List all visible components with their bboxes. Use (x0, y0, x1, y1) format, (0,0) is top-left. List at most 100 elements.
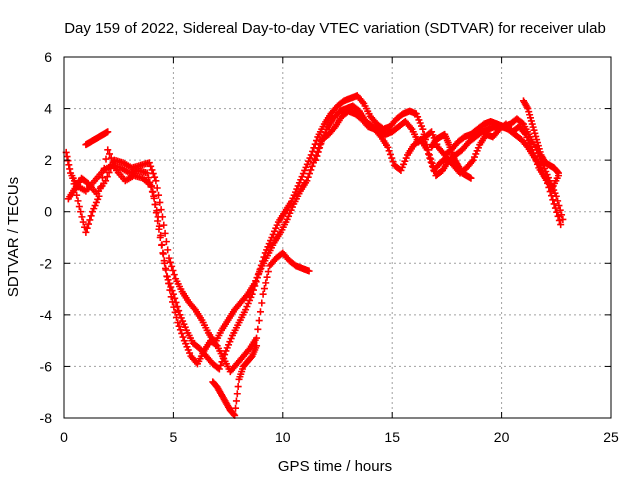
data-point (143, 169, 151, 177)
data-point (145, 159, 153, 167)
data-point (161, 229, 169, 237)
data-point (256, 308, 264, 316)
data-point (103, 173, 111, 181)
data-point (554, 168, 562, 176)
data-point (82, 228, 90, 236)
data-point (307, 166, 315, 174)
data-point (74, 197, 82, 205)
data-point (426, 154, 434, 162)
data-point (171, 308, 179, 316)
data-point (528, 146, 536, 154)
data-point (158, 241, 166, 249)
data-point (170, 303, 178, 311)
data-point (104, 128, 112, 136)
y-tick-label: -2 (40, 255, 53, 271)
data-point (151, 173, 159, 181)
data-point (156, 198, 164, 206)
data-point (175, 322, 183, 330)
data-point (109, 158, 117, 166)
data-point (148, 166, 156, 174)
data-point (107, 154, 115, 162)
data-point (107, 164, 115, 172)
data-point (87, 212, 95, 220)
data-point (304, 173, 312, 181)
data-point (230, 410, 238, 418)
data-point (212, 341, 220, 349)
data-point (149, 170, 157, 178)
data-point (312, 156, 320, 164)
data-point (253, 334, 261, 342)
data-point (70, 180, 78, 188)
data-point (559, 215, 567, 223)
data-point (105, 169, 113, 177)
x-tick-label: 5 (170, 429, 178, 445)
data-point (419, 125, 427, 133)
data-point (386, 150, 394, 158)
data-point (77, 208, 85, 216)
data-point (172, 313, 180, 321)
data-point (162, 238, 170, 246)
data-point (169, 267, 177, 275)
data-point (99, 174, 107, 182)
data-point (160, 221, 168, 229)
data-point (176, 326, 184, 334)
x-tick-label: 25 (603, 429, 619, 445)
data-point (95, 192, 103, 200)
data-point (162, 266, 170, 274)
x-tick-label: 20 (494, 429, 510, 445)
data-point (314, 148, 322, 156)
data-point (253, 342, 261, 350)
data-point (551, 204, 559, 212)
data-point (71, 186, 79, 194)
data-point (234, 383, 242, 391)
data-point (83, 224, 91, 232)
data-point (100, 164, 108, 172)
data-point (111, 162, 119, 170)
data-point (259, 290, 267, 298)
tick-layer: 0 5 10 15 20 25 -8 -6 -4 -2 0 2 4 6 (40, 49, 619, 445)
data-point (530, 149, 538, 157)
data-point (555, 216, 563, 224)
data-point (102, 155, 110, 163)
data-point (263, 273, 271, 281)
x-tick-label: 10 (275, 429, 291, 445)
series-track-c (69, 107, 562, 376)
data-point (170, 271, 178, 279)
data-point (75, 203, 83, 211)
data-point (154, 213, 162, 221)
x-tick-label: 15 (384, 429, 400, 445)
series-layer (62, 92, 567, 419)
data-point (305, 170, 313, 178)
data-point (163, 273, 171, 281)
data-point (260, 285, 268, 293)
data-point (153, 184, 161, 192)
y-tick-label: 6 (44, 49, 52, 65)
chart-title: Day 159 of 2022, Sidereal Day-to-day VTE… (64, 20, 606, 37)
data-point (313, 152, 321, 160)
series-track-d (82, 97, 562, 419)
data-point (308, 162, 316, 170)
data-point (554, 212, 562, 220)
data-point (178, 329, 186, 337)
data-point (531, 153, 539, 161)
data-point (389, 158, 397, 166)
data-point (153, 207, 161, 215)
data-point (85, 220, 93, 228)
data-point (312, 137, 320, 145)
data-point (159, 250, 167, 258)
data-point (165, 279, 173, 287)
data-point (385, 147, 393, 155)
data-point (217, 361, 225, 369)
data-point (427, 158, 435, 166)
data-point (553, 208, 561, 216)
grid-layer (64, 57, 611, 418)
data-point (425, 150, 433, 158)
data-point (78, 213, 86, 221)
data-point (255, 317, 263, 325)
data-point (69, 174, 77, 182)
data-point (262, 279, 270, 287)
data-point (518, 119, 526, 127)
data-point (558, 211, 566, 219)
data-point (233, 390, 241, 398)
data-point (552, 192, 560, 200)
